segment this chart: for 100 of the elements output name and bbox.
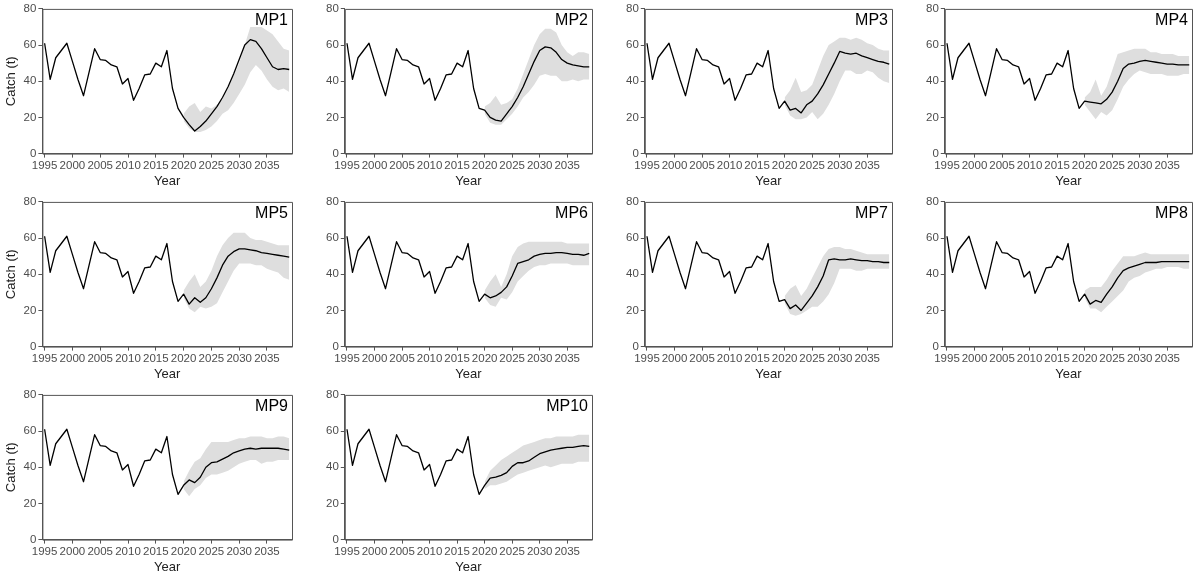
chart-title: MP5 [255,204,289,222]
x-tick-label: 2020 [771,158,798,171]
x-axis-title: Year [154,365,181,381]
y-tick-label: 60 [325,38,339,51]
y-tick-label: 40 [23,74,37,87]
x-axis-title: Year [755,365,783,381]
x-tick-label: 2015 [444,351,470,364]
x-tick-label: 2020 [471,158,498,171]
x-tick-label: 2005 [87,544,113,557]
y-tick-label: 80 [23,195,37,208]
x-tick-label: 2025 [499,544,525,557]
chart-title: MP7 [855,204,889,222]
x-tick-label: 2000 [59,351,86,364]
y-tick-label: 20 [23,496,37,509]
y-tick-label: 0 [332,146,339,159]
y-tick-label: 0 [632,146,639,159]
x-tick-label: 2025 [198,544,225,557]
x-tick-label: 2035 [554,158,581,171]
x-tick-label: 2010 [716,351,743,364]
x-tick-label: 2000 [361,544,388,557]
x-tick-label: 2025 [499,158,525,171]
x-axis-title: Year [455,172,483,188]
x-axis-title: Year [1055,365,1083,381]
chart-title: MP2 [555,11,589,29]
x-tick-label: 2010 [1016,158,1043,171]
y-tick-label: 40 [625,74,639,87]
x-tick-label: 2000 [961,158,988,171]
x-tick-label: 2020 [471,544,498,557]
x-tick-label: 1995 [31,158,58,171]
y-tick-label: 20 [925,303,939,316]
y-tick-label: 40 [625,267,639,280]
x-tick-label: 2005 [689,158,715,171]
x-tick-label: 2010 [416,544,443,557]
x-tick-label: 2010 [416,351,443,364]
x-tick-label: 2015 [444,544,470,557]
x-tick-label: 2030 [526,158,553,171]
x-tick-label: 1995 [934,351,960,364]
y-tick-label: 80 [625,195,639,208]
x-tick-label: 2035 [1154,351,1181,364]
x-tick-label: 2035 [854,158,881,171]
x-tick-label: 2020 [170,351,197,364]
y-tick-label: 80 [23,388,37,401]
x-tick-label: 2025 [499,351,525,364]
y-tick-label: 60 [925,231,939,244]
x-tick-label: 2035 [254,544,280,557]
x-tick-label: 1995 [31,544,58,557]
x-tick-label: 2015 [744,351,770,364]
chart-title: MP1 [255,11,289,29]
y-tick-label: 80 [325,2,339,15]
x-tick-label: 2030 [226,544,252,557]
y-tick-label: 60 [625,231,639,244]
x-tick-label: 2015 [143,351,169,364]
y-tick-label: 80 [925,195,939,208]
chart-title: MP4 [1155,11,1189,29]
chart-title: MP3 [855,11,889,29]
x-tick-label: 2025 [198,351,225,364]
x-tick-label: 2030 [226,351,252,364]
y-tick-label: 80 [325,388,339,401]
x-tick-label: 2010 [115,351,141,364]
x-tick-label: 2015 [143,158,169,171]
x-tick-label: 2020 [1071,158,1098,171]
x-tick-label: 2000 [961,351,988,364]
x-tick-label: 2030 [526,544,553,557]
y-tick-label: 80 [625,2,639,15]
x-tick-label: 2030 [826,351,853,364]
x-tick-label: 1995 [31,351,58,364]
y-tick-label: 40 [325,74,339,87]
y-axis-title: Catch (t) [3,442,19,493]
x-tick-label: 2000 [661,158,688,171]
x-tick-label: 2015 [1044,351,1070,364]
x-tick-label: 2025 [799,351,825,364]
y-tick-label: 0 [932,146,939,159]
x-axis-title: Year [755,172,783,188]
x-tick-label: 2015 [744,158,770,171]
x-tick-label: 2030 [826,158,853,171]
y-tick-label: 0 [632,339,639,352]
y-tick-label: 60 [325,231,339,244]
x-tick-label: 2025 [799,158,825,171]
chart-title: MP9 [255,397,289,415]
x-tick-label: 2025 [198,158,225,171]
y-tick-label: 0 [29,146,37,159]
x-tick-label: 2005 [989,158,1015,171]
x-tick-label: 2015 [444,158,470,171]
x-tick-label: 2025 [1099,351,1125,364]
x-tick-label: 2010 [416,158,443,171]
chart-title: MP8 [1155,204,1189,222]
x-tick-label: 2000 [59,158,86,171]
x-tick-label: 2035 [554,544,581,557]
y-tick-label: 20 [925,110,939,123]
y-tick-label: 40 [23,460,37,473]
y-axis-title: Catch (t) [3,56,19,107]
x-tick-label: 1995 [334,158,360,171]
y-tick-label: 60 [23,231,37,244]
x-tick-label: 2035 [854,351,881,364]
y-tick-label: 20 [23,110,37,123]
y-tick-label: 0 [332,339,339,352]
x-tick-label: 2010 [1016,351,1043,364]
y-tick-label: 20 [625,110,639,123]
y-axis-title: Catch (t) [3,249,19,300]
x-tick-label: 2030 [1126,351,1153,364]
